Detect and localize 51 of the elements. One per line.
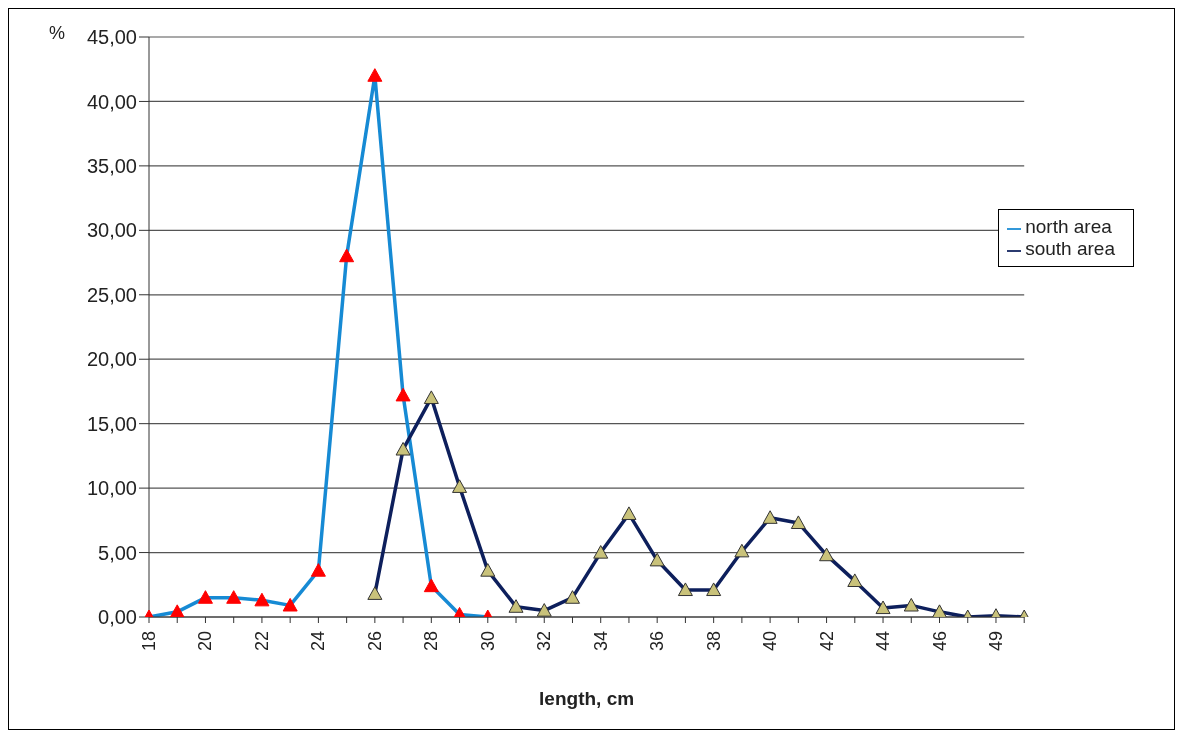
point xyxy=(367,586,383,600)
x-tick-label: 26 xyxy=(364,631,385,652)
point xyxy=(536,603,552,617)
x-tick-label: 46 xyxy=(929,631,950,652)
legend-label: north area xyxy=(1025,216,1112,237)
x-tick-label: 42 xyxy=(816,631,837,652)
x-tick-label: 24 xyxy=(308,631,329,652)
x-tick-label: 34 xyxy=(590,631,611,652)
y-tick-label: 15,00 xyxy=(86,412,137,435)
point xyxy=(903,597,919,612)
point xyxy=(423,390,439,404)
y-tick-label: 5,00 xyxy=(98,541,137,564)
y-tick-label: 20,00 xyxy=(86,348,137,371)
y-tick-label: 25,00 xyxy=(86,283,137,306)
x-tick-label: 28 xyxy=(421,631,442,652)
x-tick-label: 18 xyxy=(139,631,159,652)
y-tick-label: 10,00 xyxy=(86,477,137,500)
point xyxy=(564,590,580,604)
point xyxy=(480,563,496,577)
x-tick-label: 22 xyxy=(251,631,272,652)
point xyxy=(932,604,948,617)
point xyxy=(790,515,806,530)
point xyxy=(819,547,835,562)
point xyxy=(875,600,891,615)
point xyxy=(508,599,524,613)
point xyxy=(762,510,778,524)
y-tick-label: 40,00 xyxy=(86,90,137,113)
y-axis-title: % xyxy=(49,23,66,44)
point xyxy=(734,543,750,558)
y-tick-label: 35,00 xyxy=(86,154,137,177)
x-axis-title: length, cm xyxy=(539,688,635,709)
x-tick-label: 20 xyxy=(195,631,216,652)
x-tick-label: 40 xyxy=(760,631,781,652)
point xyxy=(706,582,722,597)
x-tick-label: 30 xyxy=(477,631,498,652)
x-tick-label: 49 xyxy=(985,631,1006,652)
y-tick-label: 30,00 xyxy=(86,219,137,242)
point xyxy=(847,573,863,588)
legend-label: south area xyxy=(1025,238,1115,259)
point xyxy=(621,506,637,520)
point xyxy=(452,479,468,493)
x-tick-label: 36 xyxy=(647,631,668,652)
x-tick-label: 32 xyxy=(534,631,555,652)
point xyxy=(395,441,411,456)
y-tick-label: 45,00 xyxy=(86,26,137,49)
point xyxy=(593,545,609,559)
x-tick-label: 38 xyxy=(703,631,724,652)
point xyxy=(649,552,665,567)
point xyxy=(677,582,693,597)
x-tick-label: 44 xyxy=(873,631,894,652)
y-tick-label: 0,00 xyxy=(98,606,137,629)
